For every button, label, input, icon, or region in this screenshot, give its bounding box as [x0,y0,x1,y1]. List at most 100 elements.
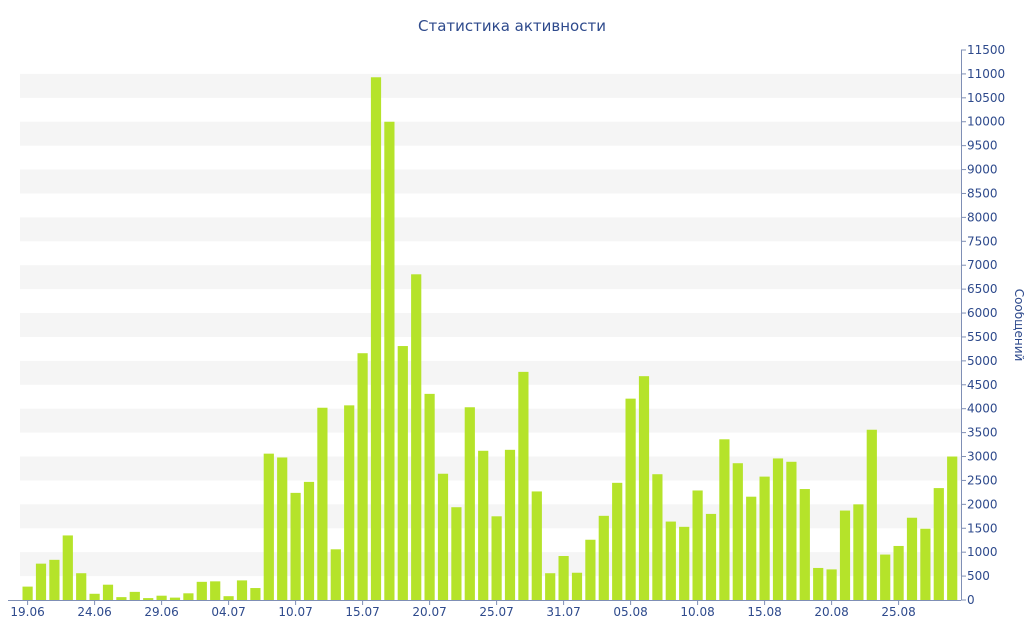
bar[interactable] [49,559,60,600]
bar[interactable] [826,569,837,600]
bar[interactable] [839,510,851,600]
bar[interactable] [156,595,167,600]
y-tick-label: 0 [967,593,975,607]
bar[interactable] [277,457,288,600]
bar[interactable] [464,407,475,600]
bar[interactable] [397,346,408,600]
grid-band [20,121,961,146]
bar[interactable] [866,429,877,600]
bar[interactable] [786,461,797,600]
y-tick-label: 2000 [967,497,998,511]
y-tick-label: 11000 [967,67,1005,81]
bar[interactable] [732,463,743,600]
bar[interactable] [411,274,422,600]
y-tick-label: 1000 [967,545,998,559]
bar[interactable] [344,405,355,600]
bar[interactable] [196,581,207,600]
bar[interactable] [183,593,194,600]
bar[interactable] [933,488,944,600]
y-tick-label: 7500 [967,234,998,248]
y-tick-label: 500 [967,569,990,583]
bar[interactable] [880,554,891,600]
bar[interactable] [290,492,301,600]
bar[interactable] [236,580,248,600]
grid-band [20,217,961,242]
bar[interactable] [223,596,234,600]
x-tick-label: 24.06 [77,605,111,619]
x-tick-labels: 19.06 24.06 29.06 04.07 10.07 15.07 20.07 25.07… [10,600,916,619]
x-tick-label: 31.07 [546,605,580,619]
bar[interactable] [263,453,274,600]
x-tick-label: 20.07 [412,605,446,619]
grid-bands [20,73,961,577]
bar[interactable] [451,507,462,600]
y-tick-label: 9000 [967,163,998,177]
y-tick-label: 9500 [967,139,998,153]
bar[interactable] [665,521,676,600]
bar[interactable] [772,458,784,600]
bar[interactable] [504,449,516,600]
bar[interactable] [719,439,730,600]
bar[interactable] [424,393,435,600]
bar[interactable] [853,504,864,600]
bar[interactable] [920,528,931,600]
bar[interactable] [571,572,583,600]
bar[interactable] [250,588,261,600]
bar[interactable] [129,591,140,600]
bar[interactable] [478,450,489,600]
y-tick-label: 8000 [967,210,998,224]
bar[interactable] [303,481,315,600]
bar[interactable] [210,581,221,600]
bar[interactable] [746,496,757,600]
bar[interactable] [317,407,328,600]
grid-band [20,504,961,529]
bar[interactable] [759,476,770,600]
y-tick-label: 10000 [967,115,1005,129]
y-tick-label: 3000 [967,450,998,464]
bar[interactable] [330,549,341,600]
bar[interactable] [799,489,810,600]
bar[interactable] [89,593,100,600]
bar[interactable] [585,539,596,600]
bar[interactable] [491,516,502,600]
bar[interactable] [692,490,703,600]
bar[interactable] [370,77,382,601]
bar[interactable] [638,376,650,600]
y-tick-label: 5000 [967,354,998,368]
bar[interactable] [143,598,154,600]
bar[interactable] [545,573,556,600]
bar[interactable] [22,586,33,600]
bar[interactable] [612,482,623,600]
bar[interactable] [625,398,636,600]
bar[interactable] [598,515,609,600]
bar[interactable] [893,545,904,600]
bar[interactable] [531,491,542,600]
bar[interactable] [705,513,717,600]
bar[interactable] [558,556,569,600]
bar[interactable] [813,567,824,600]
bar[interactable] [518,371,529,600]
x-tick-label: 19.06 [10,605,44,619]
bar[interactable] [947,456,958,600]
bar[interactable] [35,563,47,600]
bar[interactable] [62,535,73,600]
grid-band [20,408,961,433]
bar[interactable] [437,473,449,600]
grid-band [20,456,961,481]
bar[interactable] [76,573,87,600]
bar[interactable] [679,526,690,600]
bar[interactable] [169,597,181,600]
bar[interactable] [652,474,663,600]
y-tick-label: 8500 [967,186,998,200]
bar[interactable] [906,517,918,600]
grid-band [20,360,961,385]
bar[interactable] [102,584,114,600]
y-tick-label: 4500 [967,378,998,392]
bar[interactable] [357,353,368,600]
bar[interactable] [384,121,395,600]
x-tick-label: 04.07 [211,605,245,619]
bar[interactable] [116,597,127,600]
grid-band [20,169,961,194]
